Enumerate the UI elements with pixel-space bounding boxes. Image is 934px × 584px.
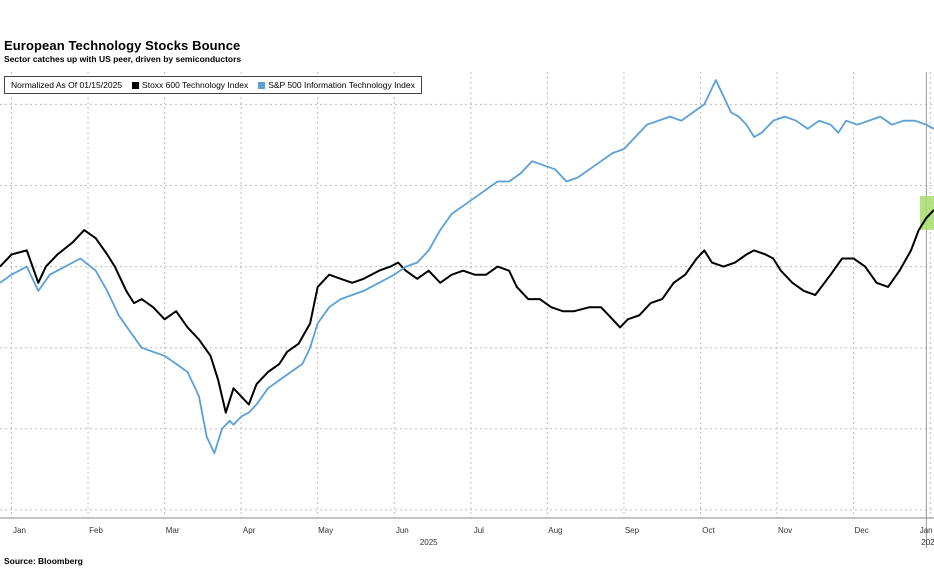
x-tick-label: Apr bbox=[243, 526, 256, 535]
series-layer bbox=[0, 79, 934, 454]
x-tick-label: May bbox=[318, 526, 333, 535]
series-line-stoxx-600-technology bbox=[0, 209, 934, 414]
legend-swatch-stoxx bbox=[132, 81, 140, 89]
legend-label-sp500-it: S&P 500 Information Technology Index bbox=[268, 80, 415, 90]
legend-normalization-note: Normalized As Of 01/15/2025 bbox=[11, 80, 123, 90]
axis-layer: Jan Feb Mar Apr May Jun Jul Aug Sep Oct Nov Dec Jan 2… bbox=[0, 517, 934, 547]
x-tick-label: Jul bbox=[474, 526, 484, 535]
x-year-label: 2026 bbox=[921, 538, 934, 547]
source-note: Source: Bloomberg bbox=[4, 556, 83, 566]
x-tick-label: Jan bbox=[13, 526, 26, 535]
chart-title: European Technology Stocks Bounce bbox=[4, 38, 241, 53]
legend-entry-stoxx: Stoxx 600 Technology Index bbox=[132, 80, 248, 90]
legend-swatch-sp500-it bbox=[258, 81, 266, 89]
x-tick-label: Mar bbox=[166, 526, 180, 535]
x-tick-label: Dec bbox=[854, 526, 868, 535]
x-tick-label: Sep bbox=[625, 526, 640, 535]
x-tick-label: Feb bbox=[89, 526, 103, 535]
x-tick-label: Jan bbox=[920, 526, 933, 535]
grid-layer bbox=[0, 72, 934, 548]
x-tick-label: Jun bbox=[396, 526, 409, 535]
legend-entry-sp500-it: S&P 500 Information Technology Index bbox=[258, 80, 415, 90]
chart-subtitle: Sector catches up with US peer, driven b… bbox=[4, 54, 242, 64]
legend-label-stoxx: Stoxx 600 Technology Index bbox=[142, 80, 249, 90]
x-tick-label: Oct bbox=[702, 526, 715, 535]
series-line-sp500-information-technology bbox=[0, 79, 934, 454]
legend: Normalized As Of 01/15/2025 Stoxx 600 Te… bbox=[4, 76, 422, 94]
x-tick-label: Nov bbox=[778, 526, 792, 535]
x-tick-label: Aug bbox=[548, 526, 562, 535]
x-year-label: 2025 bbox=[420, 538, 438, 547]
